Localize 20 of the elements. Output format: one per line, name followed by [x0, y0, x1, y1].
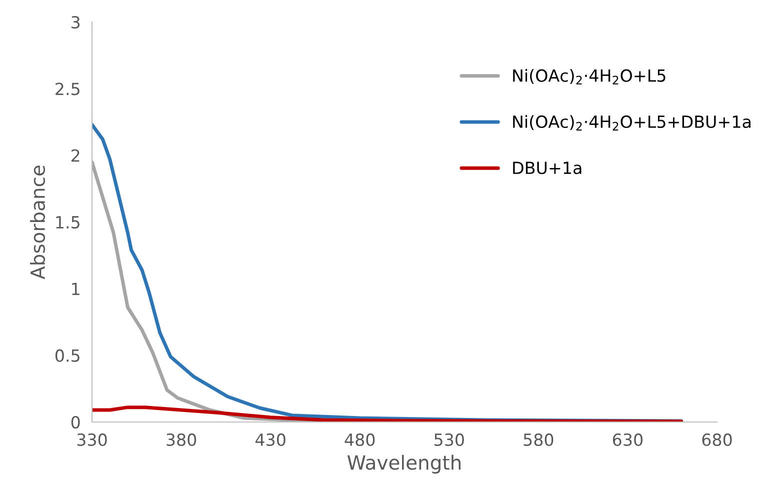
- legend-label: Ni(OAc)$_{2}$·4H$_{2}$O+L5: [513, 68, 666, 84]
- x-tick-label: 580: [524, 433, 554, 446]
- x-tick-label: 630: [612, 433, 643, 446]
- x-tick-label: 380: [166, 433, 196, 446]
- y-tick-label: 1: [72, 282, 80, 295]
- legend-label: Ni(OAc)$_{2}$·4H$_{2}$O+L5+DBU+1a: [513, 115, 750, 131]
- x-tick-label: 430: [255, 433, 286, 446]
- y-tick-label: 2.5: [56, 82, 80, 96]
- legend-label: DBU+1a: [513, 162, 582, 174]
- x-tick-label: 530: [434, 433, 464, 446]
- x-tick-label: 330: [77, 433, 107, 446]
- y-tick-label: 2: [72, 149, 80, 162]
- x-axis-title: Wavelength: [347, 454, 461, 474]
- y-axis-title: Absorbance: [30, 166, 46, 280]
- x-tick-label: 680: [702, 433, 732, 446]
- y-tick-label: 1.5: [56, 216, 80, 229]
- y-tick-label: 0.5: [55, 349, 80, 362]
- x-tick-label: 480: [344, 433, 375, 446]
- y-tick-label: 0: [71, 416, 80, 429]
- y-tick-label: 3: [72, 16, 80, 29]
